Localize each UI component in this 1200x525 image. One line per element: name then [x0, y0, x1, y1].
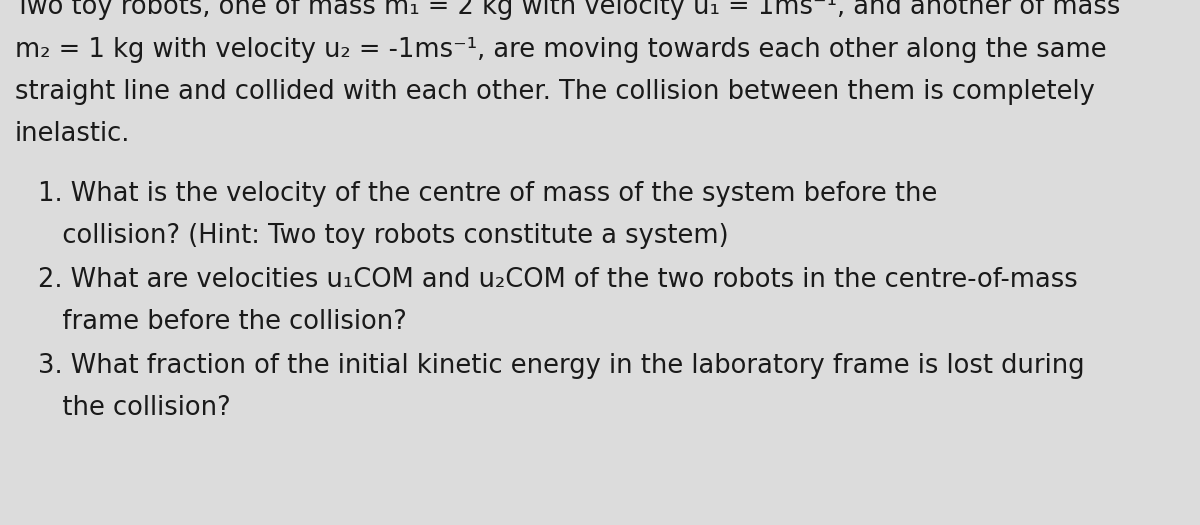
Text: m₂ = 1 kg with velocity u₂ = -1ms⁻¹, are moving towards each other along the sam: m₂ = 1 kg with velocity u₂ = -1ms⁻¹, are…	[14, 37, 1106, 63]
Text: inelastic.: inelastic.	[14, 121, 131, 147]
Text: frame before the collision?: frame before the collision?	[38, 309, 407, 335]
Text: 2. What are velocities u₁COM and u₂COM of the two robots in the centre-of-mass: 2. What are velocities u₁COM and u₂COM o…	[38, 267, 1078, 293]
Text: the collision?: the collision?	[38, 395, 230, 421]
Text: Two toy robots, one of mass m₁ = 2 kg with velocity u₁ = 1ms⁻¹, and another of m: Two toy robots, one of mass m₁ = 2 kg wi…	[14, 0, 1121, 20]
Text: collision? (Hint: Two toy robots constitute a system): collision? (Hint: Two toy robots constit…	[38, 223, 728, 249]
Text: 3. What fraction of the initial kinetic energy in the laboratory frame is lost d: 3. What fraction of the initial kinetic …	[38, 353, 1085, 379]
Text: straight line and collided with each other. The collision between them is comple: straight line and collided with each oth…	[14, 79, 1094, 105]
Text: 1. What is the velocity of the centre of mass of the system before the: 1. What is the velocity of the centre of…	[38, 181, 937, 207]
